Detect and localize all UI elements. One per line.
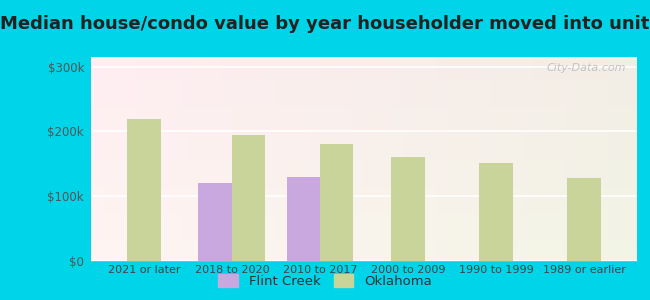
Text: City-Data.com: City-Data.com — [547, 63, 626, 73]
Bar — [287, 177, 320, 261]
Text: Median house/condo value by year householder moved into unit: Median house/condo value by year househo… — [0, 15, 650, 33]
Bar — [198, 183, 232, 261]
Bar — [127, 118, 161, 261]
Bar — [479, 163, 513, 261]
Bar — [391, 158, 424, 261]
Bar — [567, 178, 601, 261]
Bar — [232, 135, 265, 261]
Legend: Flint Creek, Oklahoma: Flint Creek, Oklahoma — [213, 268, 437, 293]
Bar — [320, 144, 354, 261]
